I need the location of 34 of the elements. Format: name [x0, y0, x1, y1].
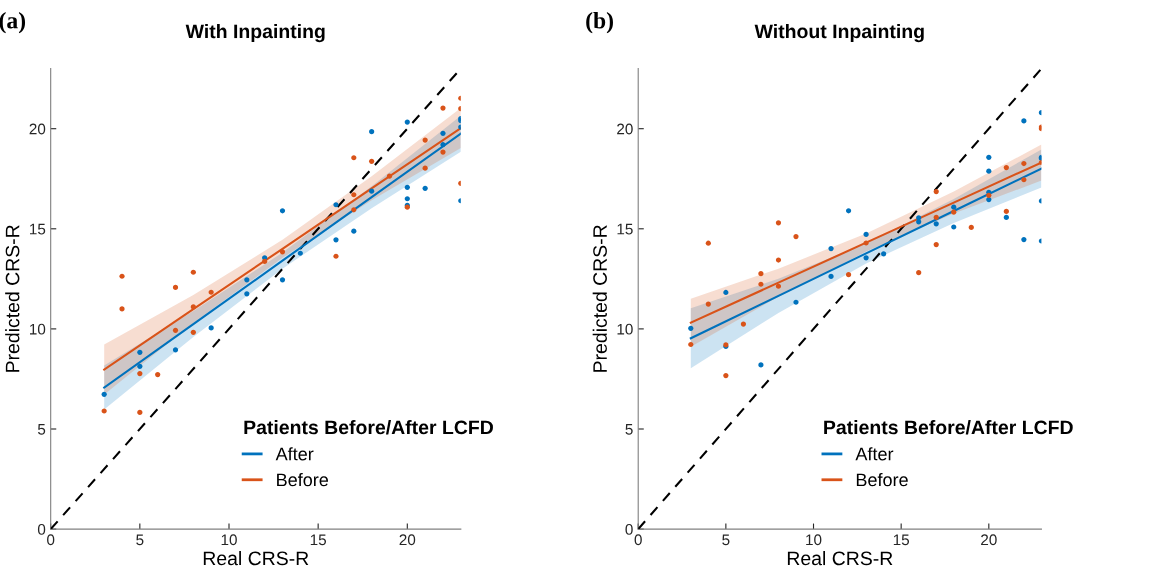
x-tick-label: 15 [893, 534, 910, 546]
y-tick-label: 10 [30, 323, 46, 335]
legend-label: After [275, 447, 314, 461]
y-tick-label: 10 [617, 323, 633, 335]
y-axis-title: Predicted CRS-R [5, 225, 20, 372]
text: (b) [586, 11, 613, 34]
x-tick-label: 10 [221, 534, 237, 546]
y-tick-label: 20 [617, 123, 633, 135]
y-tick-label: 20 [29, 123, 46, 135]
x-tick-label: 5 [136, 534, 144, 546]
x-tick-label: 20 [399, 534, 416, 546]
text: (a) [0, 11, 26, 34]
y-tick-label: 15 [617, 223, 633, 235]
y-tick-label: 0 [37, 523, 46, 535]
x-tick-label: 15 [310, 534, 327, 546]
x-tick-label: 0 [634, 534, 642, 546]
legend-title: Patients Before/After LCFD [824, 419, 1073, 435]
y-tick-label: 5 [37, 424, 46, 435]
y-tick-label: 0 [625, 523, 633, 535]
x-tick-label: 5 [722, 534, 730, 546]
legend-label: After [855, 447, 894, 461]
y-axis-title: Predicted CRS-R [592, 225, 607, 372]
legend-title: Patients Before/After LCFD [244, 419, 493, 435]
chart-title: With Inpainting [185, 23, 325, 43]
x-axis-title: Real CRS-R [203, 550, 309, 566]
legend-label: Before [277, 473, 329, 487]
x-tick-label: 0 [47, 534, 55, 546]
y-tick-label: 5 [625, 424, 633, 435]
x-tick-label: 20 [981, 534, 997, 546]
chart-title: Without Inpainting [754, 23, 924, 43]
y-tick-label: 15 [30, 223, 46, 235]
legend-label: Before [856, 473, 908, 487]
x-axis-title: Real CRS-R [787, 550, 893, 566]
x-tick-label: 10 [806, 534, 822, 546]
